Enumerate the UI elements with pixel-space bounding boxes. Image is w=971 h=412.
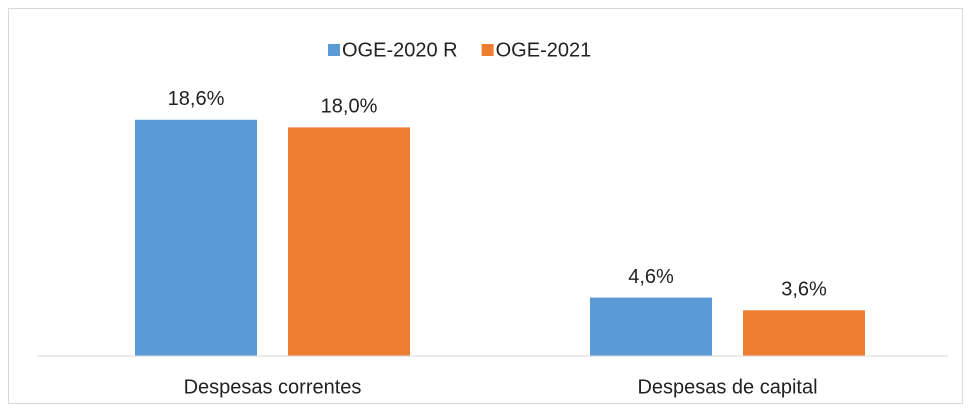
data-label: 18,6% (168, 88, 225, 110)
data-label: 18,0% (321, 96, 378, 118)
bar (743, 310, 865, 356)
legend-label: OGE-2021 (496, 39, 592, 61)
bar (288, 127, 410, 357)
legend-swatch (328, 44, 340, 56)
legend-label: OGE-2020 R (342, 39, 458, 61)
legend-swatch (481, 44, 494, 56)
data-label: 3,6% (781, 279, 827, 301)
bar (135, 119, 257, 356)
x-tick-label: Despesas correntes (184, 376, 362, 398)
data-label: 4,6% (628, 266, 674, 288)
x-tick-label: Despesas de capital (637, 376, 817, 398)
bar (590, 297, 712, 356)
